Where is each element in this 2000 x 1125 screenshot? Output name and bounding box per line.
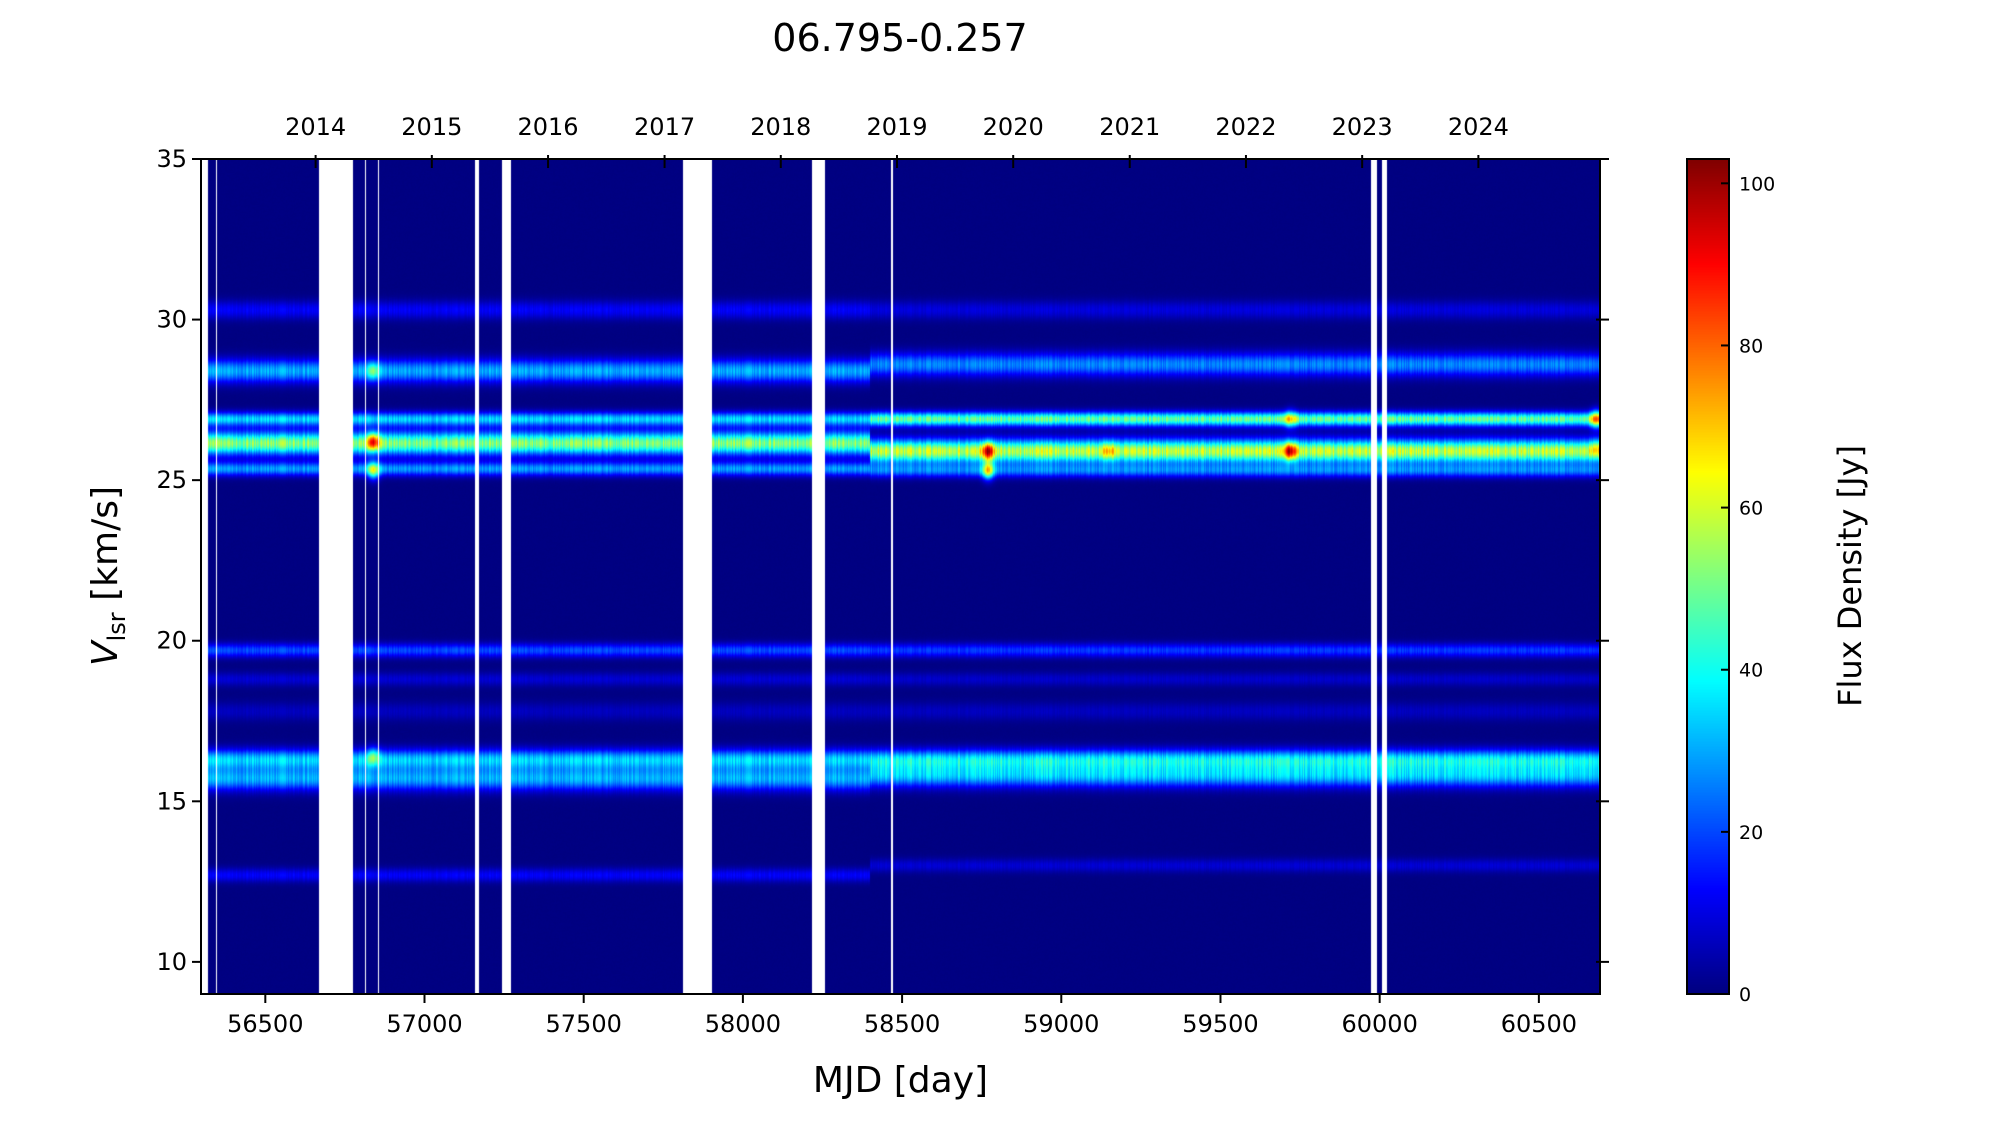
year-tick-label: 2015	[401, 113, 462, 141]
x-tick-label: 59000	[1023, 1010, 1099, 1038]
y-tick-label: 15	[156, 787, 187, 815]
colorbar-tick-label: 100	[1739, 173, 1775, 195]
colorbar-tick-label: 40	[1739, 660, 1763, 682]
year-tick-label: 2024	[1448, 113, 1509, 141]
x-tick-label: 60000	[1341, 1010, 1417, 1038]
x-tick-label: 58500	[864, 1010, 940, 1038]
y-axis-label: Vlsr [km/s]	[85, 486, 131, 666]
year-tick-label: 2014	[285, 113, 346, 141]
year-tick-label: 2018	[750, 113, 811, 141]
x-tick-label: 57000	[386, 1010, 462, 1038]
plot-frame	[200, 158, 1601, 995]
colorbar-tick-label: 0	[1739, 984, 1751, 1006]
x-tick-label: 57500	[546, 1010, 622, 1038]
y-tick-label: 25	[156, 466, 187, 494]
x-tick-label: 56500	[227, 1010, 303, 1038]
y-tick-label: 20	[156, 627, 187, 655]
year-tick-label: 2017	[634, 113, 695, 141]
year-tick-label: 2016	[518, 113, 579, 141]
x-tick-label: 58000	[705, 1010, 781, 1038]
colorbar-tick-label: 60	[1739, 498, 1763, 520]
y-tick-label: 30	[156, 306, 187, 334]
colorbar	[1687, 159, 1729, 994]
y-tick-label: 10	[156, 948, 187, 976]
y-axis-label-unit: [km/s]	[84, 485, 126, 613]
x-axis-label: MJD [day]	[812, 1060, 989, 1101]
year-tick-label: 2022	[1215, 113, 1276, 141]
year-tick-label: 2023	[1332, 113, 1393, 141]
colorbar-tick-label: 20	[1739, 822, 1763, 844]
colorbar-label: Flux Density [Jy]	[1831, 445, 1869, 707]
chart-title: 06.795-0.257	[772, 16, 1028, 60]
colorbar-tick-label: 80	[1739, 335, 1763, 357]
y-tick-label: 35	[156, 145, 187, 173]
y-axis-label-main: V	[84, 641, 126, 667]
x-tick-label: 60500	[1501, 1010, 1577, 1038]
year-tick-label: 2019	[866, 113, 927, 141]
y-axis-label-sub: lsr	[103, 612, 132, 642]
year-tick-label: 2021	[1099, 113, 1160, 141]
heatmap-image	[201, 159, 1600, 994]
year-tick-label: 2020	[983, 113, 1044, 141]
x-tick-label: 59500	[1182, 1010, 1258, 1038]
colorbar-frame	[1686, 158, 1730, 995]
